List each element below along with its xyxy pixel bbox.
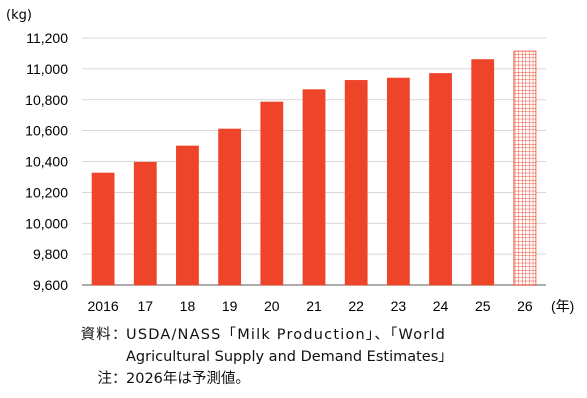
bar <box>471 59 495 286</box>
y-tick-label: 11,200 <box>26 30 68 46</box>
x-tick-label: 2016 <box>88 298 119 314</box>
note-label: 注 <box>97 371 113 387</box>
source-label: 資料 <box>80 327 112 343</box>
y-tick-labels: 9,600 9,800 10,000 10,200 10,400 10,600 10,800… <box>25 30 68 293</box>
note-text: 2026年は予測値。 <box>126 371 250 387</box>
x-tick-label: 18 <box>180 298 196 314</box>
source-text: USDA/NASS「Milk Production」、「World <box>126 327 447 343</box>
bar <box>176 145 199 286</box>
chart-notes: 資料： USDA/NASS「Milk Production」、「World Agr… <box>62 324 453 390</box>
x-tick-label: 19 <box>222 298 238 314</box>
x-tick-label: 21 <box>306 298 322 314</box>
bar-chart: (kg) 9,600 9,800 10,000 10,200 10,400 10,600 1… <box>6 8 574 314</box>
bar <box>344 80 368 286</box>
note-separator: ： <box>112 371 127 387</box>
note-line: 注： 2026年は予測値。 <box>62 368 453 390</box>
y-tick-label: 9,800 <box>33 246 68 262</box>
y-tick-label: 10,600 <box>25 123 68 139</box>
source-line-2: Agricultural Supply and Demand Estimates… <box>62 346 453 368</box>
bar <box>429 73 452 286</box>
y-tick-label: 10,400 <box>25 154 68 170</box>
bar-forecast <box>513 50 537 286</box>
x-tick-labels: 2016 17 18 19 20 21 22 23 24 25 26 <box>88 298 533 314</box>
bar <box>218 128 242 286</box>
bar <box>386 77 410 286</box>
y-tick-label: 11,000 <box>26 61 68 77</box>
x-tick-label: 26 <box>517 298 533 314</box>
bars <box>91 50 537 286</box>
bar <box>260 101 284 286</box>
bar <box>91 172 115 286</box>
x-tick-label: 25 <box>475 298 491 314</box>
bar <box>133 161 157 286</box>
source-text-continued: Agricultural Supply and Demand Estimates… <box>126 349 453 365</box>
source-line-1: 資料： USDA/NASS「Milk Production」、「World <box>62 324 453 346</box>
y-axis-unit: (kg) <box>6 8 32 23</box>
y-tick-label: 10,000 <box>25 215 68 231</box>
x-axis-unit: (年) <box>551 298 574 314</box>
y-tick-label: 9,600 <box>33 277 68 293</box>
x-tick-label: 20 <box>264 298 280 314</box>
x-tick-label: 17 <box>137 298 153 314</box>
source-separator: ： <box>112 327 128 343</box>
y-tick-label: 10,200 <box>25 184 68 200</box>
x-tick-label: 22 <box>348 298 364 314</box>
x-tick-label: 23 <box>391 298 407 314</box>
bar <box>302 89 326 286</box>
y-tick-label: 10,800 <box>25 92 68 108</box>
x-tick-label: 24 <box>433 298 449 314</box>
